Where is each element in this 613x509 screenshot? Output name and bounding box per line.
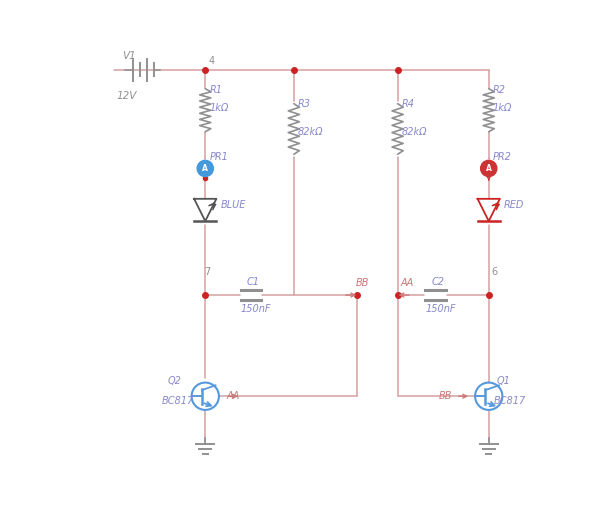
Text: 1kΩ: 1kΩ: [209, 103, 229, 113]
Text: A: A: [202, 164, 208, 173]
Text: 6: 6: [491, 267, 497, 277]
Text: 82kΩ: 82kΩ: [298, 127, 324, 136]
Text: C1: C1: [247, 277, 260, 288]
Text: BC817: BC817: [494, 397, 526, 406]
Text: 12V: 12V: [116, 91, 137, 101]
Circle shape: [197, 160, 213, 177]
Text: R4: R4: [402, 99, 414, 109]
Text: 82kΩ: 82kΩ: [402, 127, 427, 136]
Text: Q1: Q1: [497, 376, 510, 386]
Text: BB: BB: [356, 278, 369, 288]
Text: 1kΩ: 1kΩ: [493, 103, 512, 113]
Text: PR1: PR1: [209, 152, 228, 162]
Text: R3: R3: [298, 99, 311, 109]
Text: C2: C2: [432, 277, 444, 288]
Text: AA: AA: [227, 391, 240, 401]
Text: BC817: BC817: [162, 397, 194, 406]
Text: 150nF: 150nF: [241, 304, 271, 314]
Text: BLUE: BLUE: [221, 200, 246, 210]
Text: 7: 7: [204, 267, 210, 277]
Text: RED: RED: [504, 200, 524, 210]
Text: V1: V1: [122, 50, 135, 61]
Text: R2: R2: [493, 85, 506, 95]
Text: R1: R1: [209, 85, 223, 95]
Text: A: A: [485, 164, 492, 173]
Text: BB: BB: [439, 391, 452, 401]
Text: Q2: Q2: [167, 376, 181, 386]
Text: 150nF: 150nF: [425, 304, 456, 314]
Circle shape: [481, 160, 497, 177]
Text: AA: AA: [400, 278, 413, 288]
Text: 4: 4: [209, 55, 215, 66]
Text: PR2: PR2: [493, 152, 512, 162]
